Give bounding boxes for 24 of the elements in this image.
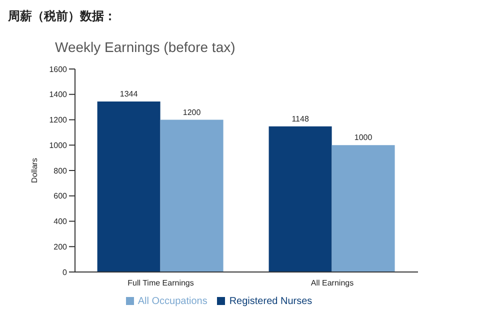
bar (97, 101, 160, 272)
y-tick-label: 600 (54, 192, 68, 201)
data-label: 1344 (120, 89, 138, 98)
chart-title: 周薪（税前）数据： (8, 8, 117, 25)
data-label: 1200 (182, 108, 202, 117)
x-tick-label: All Earnings (310, 278, 354, 288)
bar (332, 145, 395, 272)
legend-label: All Occupations (138, 296, 208, 307)
bar (160, 120, 224, 272)
y-tick-label: 1400 (49, 90, 68, 100)
y-tick-label: 400 (54, 217, 68, 226)
y-tick-label: 1600 (49, 64, 68, 74)
bar (268, 126, 332, 272)
y-tick-label: 800 (54, 166, 68, 176)
chart-subtitle: Weekly Earnings (before tax) (55, 39, 236, 55)
y-axis-title: Dollars (30, 158, 39, 183)
data-label: 1148 (292, 114, 310, 124)
y-tick-label: 0 (62, 268, 68, 277)
x-tick-label: Full Time Earnings (128, 278, 194, 288)
data-label: 1000 (354, 133, 373, 142)
y-tick-label: 200 (54, 242, 68, 252)
legend-label: Registered Nurses (229, 296, 312, 307)
y-tick-label: 1000 (49, 140, 68, 150)
y-tick-label: 1200 (49, 116, 68, 125)
